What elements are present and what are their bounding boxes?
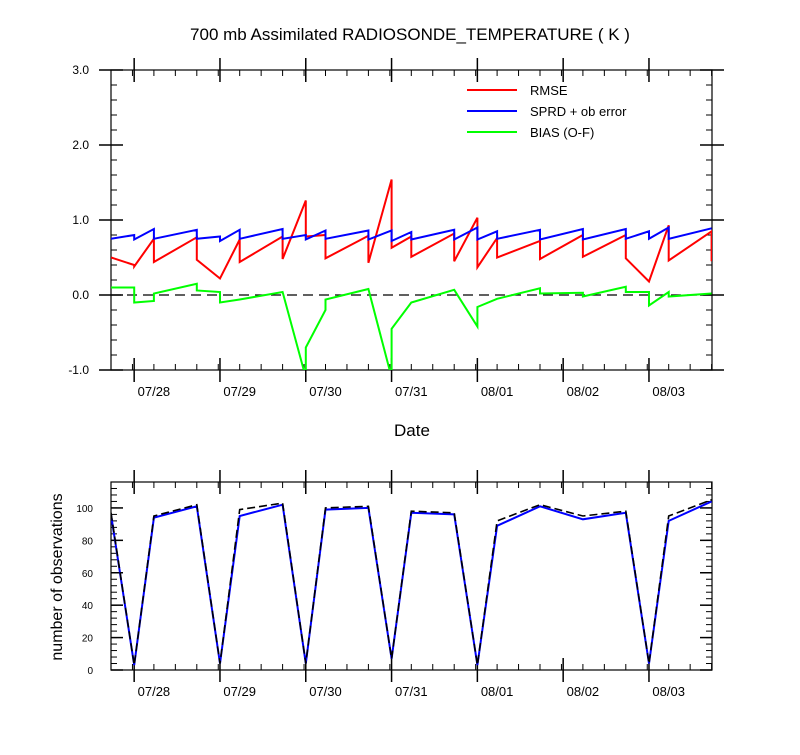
bottom-series-line-1 — [111, 499, 712, 666]
bottom-chart-ylabel: number of observations — [49, 493, 66, 660]
bottom-chart: 07/28 07/29 07/30 07/31 08/01 08/02 08/03 0 20 40… — [76, 470, 713, 699]
top-xtick-label: 07/31 — [395, 384, 428, 399]
top-xtick-label: 07/28 — [138, 384, 171, 399]
bottom-xtick-label: 08/01 — [481, 684, 514, 699]
top-ytick-label: 3.0 — [72, 63, 89, 77]
bottom-ytick-label: 40 — [82, 601, 94, 612]
top-series-line-1 — [111, 225, 712, 243]
top-series-group — [111, 179, 712, 370]
bottom-xtick-label: 07/29 — [223, 684, 256, 699]
top-ytick-label: -1.0 — [68, 363, 89, 377]
bottom-xtick-label: 08/02 — [567, 684, 600, 699]
bottom-ytick-label: 80 — [82, 536, 94, 547]
top-xtick-label: 07/29 — [223, 384, 256, 399]
top-xtick-label: 08/02 — [567, 384, 600, 399]
top-chart: 07/28 07/29 07/30 07/31 08/01 08/02 08/03 -1.0 0… — [68, 58, 724, 399]
top-xtick-label: 08/01 — [481, 384, 514, 399]
top-legend-label: BIAS (O-F) — [530, 125, 594, 140]
top-legend-label: RMSE — [530, 83, 568, 98]
bottom-ytick-label: 100 — [76, 504, 93, 515]
top-series-line-0 — [111, 179, 712, 284]
top-series-line-2 — [111, 282, 712, 370]
bottom-xtick-label: 07/30 — [309, 684, 342, 699]
bottom-series-group — [111, 499, 712, 666]
bottom-ytick-label: 20 — [82, 634, 94, 645]
top-xtick-label: 08/03 — [652, 384, 685, 399]
top-chart-xlabel: Date — [394, 421, 430, 440]
bottom-xtick-label: 07/28 — [138, 684, 171, 699]
bottom-xtick-label: 07/31 — [395, 684, 428, 699]
top-ytick-label: 2.0 — [72, 138, 89, 152]
top-legend-label: SPRD + ob error — [530, 104, 627, 119]
bottom-frame — [110, 481, 713, 671]
top-ytick-label: 0.0 — [72, 288, 89, 302]
top-ytick-label: 1.0 — [72, 213, 89, 227]
bottom-ytick-label: 0 — [87, 666, 93, 677]
top-xtick-label: 07/30 — [309, 384, 342, 399]
top-chart-title: 700 mb Assimilated RADIOSONDE_TEMPERATUR… — [190, 25, 630, 44]
bottom-series-line-0 — [111, 500, 712, 666]
bottom-ytick-label: 60 — [82, 569, 94, 580]
bottom-xtick-label: 08/03 — [652, 684, 685, 699]
